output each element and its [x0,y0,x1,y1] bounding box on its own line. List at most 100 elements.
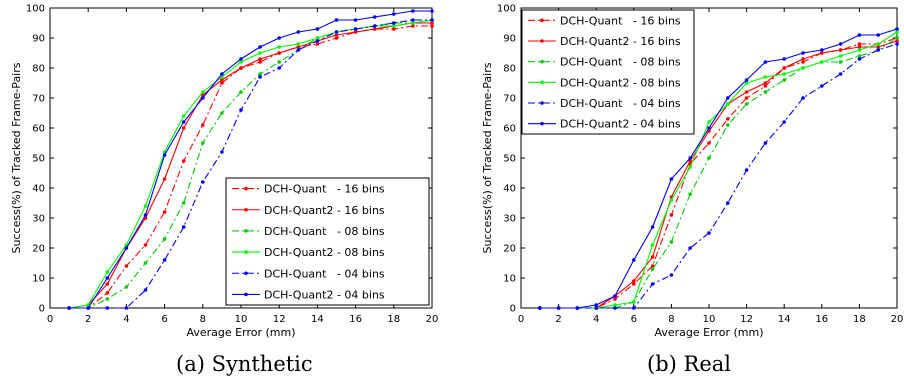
y-tick-label: 60 [32,124,45,135]
series-1-point [277,51,282,55]
series-2-point [744,102,749,106]
series-0-point [632,282,636,286]
series-5-point [838,42,843,46]
series-4-point [392,21,396,25]
x-tick-label: 8 [668,314,674,325]
caption-synthetic: (a) Synthetic [176,352,313,376]
series-3-point [707,120,711,124]
x-tick-label: 10 [235,314,248,325]
series-line-5 [539,28,898,309]
series-5-point [556,306,561,310]
x-tick-label: 14 [778,314,791,325]
x-tick-label: 6 [161,314,167,325]
series-2-point [201,141,205,145]
legend-label-2: DCH-Quant - 08 bins [264,225,385,238]
x-tick-label: 4 [593,314,599,325]
series-0-point [124,264,129,268]
series-4-point [105,306,110,310]
series-0-point [315,42,320,46]
x-tick-label: 14 [311,314,324,325]
series-5-point [296,30,301,34]
legend-label-1: DCH-Quant2 - 16 bins [264,204,385,217]
series-1-point [220,78,224,82]
legend-marker-4 [244,271,248,276]
series-1-point [334,33,339,37]
series-5-point [669,177,674,181]
series-4-point [895,42,899,46]
series-3-point [258,51,262,55]
series-0-point [430,24,434,28]
y-tick-label: 100 [26,4,45,15]
series-4-point [594,306,598,310]
series-5-point [430,9,434,13]
series-3-point [277,45,282,49]
series-4-point [315,39,320,43]
series-4-point [688,246,692,250]
series-3-point [105,270,110,274]
series-5-point [538,306,542,310]
series-4-point [744,168,749,172]
series-1-point [838,48,843,52]
series-3-point [632,300,636,304]
series-2-point [782,78,786,82]
legend-label-2: DCH-Quant - 08 bins [560,56,681,69]
series-3-point [688,165,692,169]
series-3-point [220,75,224,79]
series-4-point [258,75,262,79]
series-3-point [726,102,730,106]
y-tick-label: 40 [503,184,516,195]
legend-label-1: DCH-Quant2 - 16 bins [560,35,681,48]
series-2-point [162,237,167,241]
series-5-point [594,303,598,307]
series-3-point [143,204,148,208]
x-tick-label: 18 [387,314,400,325]
legend-marker-5 [540,121,544,126]
legend-marker-0 [540,18,544,23]
series-3-point [820,60,824,64]
y-tick-label: 10 [32,274,45,285]
x-tick-label: 12 [740,314,753,325]
y-tick-label: 0 [510,304,516,315]
series-4-point [632,306,636,310]
x-tick-label: 16 [815,314,828,325]
series-0-point [801,60,805,64]
series-line-5 [69,10,432,309]
series-3-point [782,72,786,76]
series-4-point [430,18,434,22]
series-1-point [372,27,377,31]
y-tick-label: 0 [39,304,45,315]
series-1-point [650,255,655,259]
series-1-point [857,45,862,49]
series-5-point [876,33,880,37]
series-5-point [575,306,580,310]
series-3-point [411,21,415,25]
series-4-point [763,141,768,145]
series-5-point [763,60,768,64]
series-3-point [613,303,617,307]
series-1-point [105,282,110,286]
series-4-point [857,57,862,61]
x-tick-label: 6 [631,314,637,325]
series-5-point [143,213,148,217]
y-tick-label: 50 [32,154,45,165]
series-3-point [392,24,396,28]
series-3-point [239,60,243,64]
x-tick-label: 12 [273,314,286,325]
chart-real: 0 2 4 6 8 10 12 14 16 18 20 0 10 20 30 40 50 60 70 80 90 100 A… [481,4,903,340]
x-tick-label: 10 [703,314,716,325]
legend-label-5: DCH-Quant2 - 04 bins [560,118,681,131]
series-0-point [857,42,862,46]
series-5-point [744,78,749,82]
series-0-point [220,81,224,85]
series-4-point [613,306,617,310]
legend-label-0: DCH-Quant - 16 bins [560,14,681,27]
series-0-point [707,141,711,145]
series-4-point [220,150,224,154]
series-2-point [669,240,674,244]
series-0-point [143,243,148,247]
series-2-point [707,156,711,160]
series-0-point [162,210,167,214]
series-1-point [296,45,301,49]
series-4-point [277,66,282,70]
series-5-point [86,306,90,310]
